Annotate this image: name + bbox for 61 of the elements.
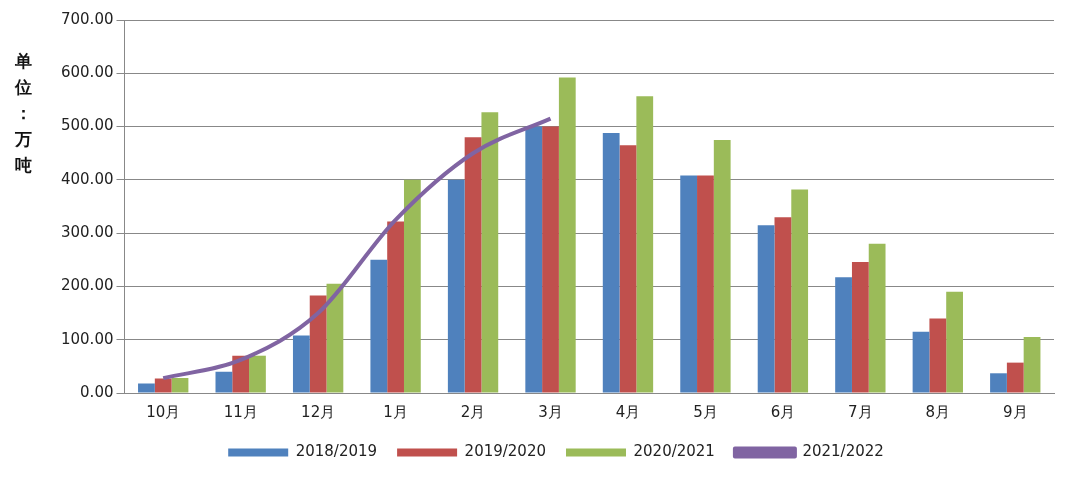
bar	[636, 96, 654, 393]
bar	[774, 217, 792, 393]
bar	[387, 221, 404, 393]
bar	[680, 175, 698, 393]
x-tick-label: 7月	[848, 402, 873, 421]
bar	[757, 225, 775, 393]
bar	[249, 355, 266, 393]
bar	[171, 378, 189, 393]
bar	[326, 283, 344, 393]
x-tick-label: 4月	[615, 402, 641, 421]
x-tick-label: 12月	[301, 402, 336, 421]
bar	[309, 295, 327, 393]
bar	[154, 378, 172, 393]
bar	[215, 371, 233, 393]
bar	[868, 243, 886, 393]
bar	[481, 112, 499, 393]
bar	[447, 179, 465, 393]
x-tick-label: 1月	[383, 402, 408, 421]
x-tick-label: 2月	[460, 402, 486, 421]
bar	[138, 383, 155, 393]
line-series	[161, 116, 553, 381]
bar	[558, 77, 576, 393]
y-tick-label: 100.00	[60, 329, 114, 348]
bar	[946, 291, 963, 393]
y-tick-label: 600.00	[60, 63, 114, 82]
bar	[912, 331, 930, 393]
x-tick-label: 3月	[538, 402, 563, 421]
y-tick-label: 700.00	[60, 9, 114, 28]
bar	[525, 126, 543, 393]
y-tick-label: 300.00	[60, 223, 114, 242]
y-tick-label: 0.00	[80, 382, 114, 401]
bar	[1023, 337, 1041, 393]
x-tick-label: 8月	[925, 402, 951, 421]
y-axis-title: 单位：万吨	[13, 50, 33, 177]
bar	[619, 145, 637, 393]
bar	[542, 126, 559, 393]
y-tick-label: 200.00	[60, 276, 114, 295]
legend-label: 2021/2022	[802, 442, 884, 461]
y-tick-label: 500.00	[60, 116, 114, 135]
legend-label: 2019/2020	[464, 442, 546, 461]
bar	[464, 137, 482, 393]
legend-label: 2020/2021	[633, 442, 715, 461]
x-tick-label: 9月	[1003, 402, 1028, 421]
bar	[851, 261, 869, 393]
bar	[292, 335, 310, 393]
bar	[713, 139, 731, 393]
bar	[602, 132, 620, 393]
x-tick-label: 5月	[693, 402, 718, 421]
bar	[697, 175, 714, 393]
bar	[990, 373, 1007, 393]
legend-label: 2018/2019	[295, 442, 378, 461]
bar	[370, 259, 388, 393]
bar	[403, 179, 421, 393]
x-tick-label: 11月	[223, 402, 258, 421]
y-tick-label: 400.00	[60, 169, 114, 188]
x-tick-label: 10月	[146, 402, 181, 421]
x-tick-label: 6月	[770, 402, 796, 421]
bar	[1006, 362, 1024, 393]
bar	[929, 318, 947, 393]
bar	[835, 277, 852, 393]
bar	[791, 189, 809, 393]
